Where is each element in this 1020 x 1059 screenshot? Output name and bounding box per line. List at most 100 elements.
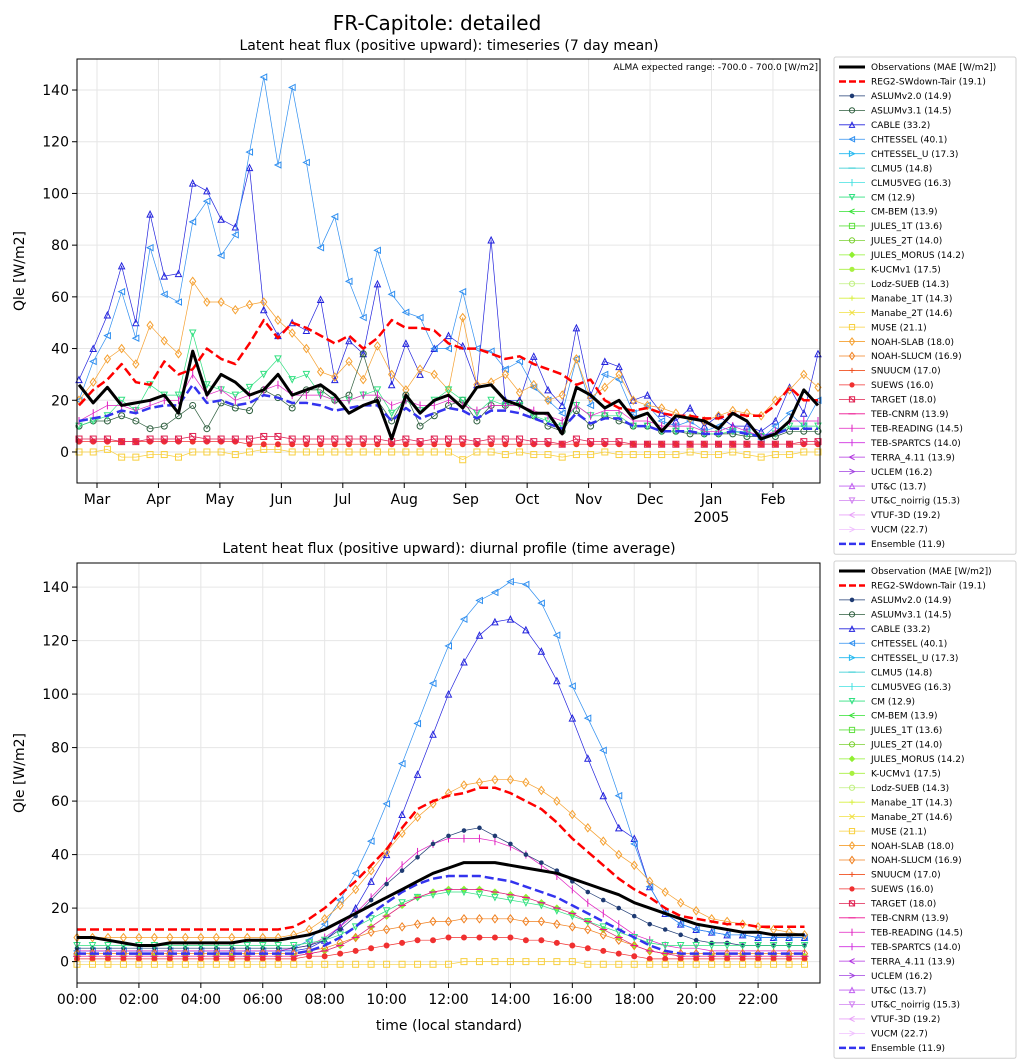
legend-label: K-UCMv1 (17.5) — [871, 770, 941, 780]
point-aslumv3-1-5 — [146, 425, 154, 433]
point-noah-slab-25 — [430, 369, 438, 380]
point-cable-3 — [117, 261, 126, 270]
point-suews-25 — [460, 934, 467, 941]
point-cable-26 — [475, 631, 484, 639]
point-cm-1 — [88, 942, 97, 950]
legend-item-jules-morus: JULES_MORUS (14.2) — [839, 755, 964, 765]
x-tick-label: 12:00 — [428, 992, 468, 1008]
point-cm-21 — [373, 386, 382, 395]
point-target-39 — [629, 440, 637, 448]
point-suews-46 — [786, 955, 793, 962]
legend-label: TEB-READING (14.5) — [870, 928, 963, 938]
legend-item-teb-spartcs: TEB-SPARTCS (14.0) — [839, 439, 961, 449]
point-cm-39 — [676, 942, 685, 950]
x-tick-label: Nov — [575, 492, 602, 508]
x-tick-label: Dec — [637, 492, 664, 508]
point-muse-20 — [383, 960, 391, 968]
legend-label: CLMU5 (14.8) — [871, 164, 932, 174]
point-cable-43 — [686, 403, 694, 412]
point-chtessel-28 — [506, 577, 514, 586]
point-aslumv3-1-25 — [430, 412, 438, 420]
series-observations — [77, 861, 805, 947]
point-muse-18 — [352, 960, 360, 968]
point-muse-31 — [516, 448, 524, 456]
point-suews-15 — [306, 953, 313, 960]
legend-label: SNUUCM (17.0) — [871, 871, 941, 881]
point-noah-slab-10 — [217, 297, 225, 307]
point-target-17 — [317, 435, 325, 443]
point-muse-17 — [317, 448, 325, 456]
point-muse-24 — [416, 448, 424, 456]
legend-item-k-ucmv1: K-UCMv1 (17.5) — [839, 266, 941, 276]
legend-item-clmu5: CLMU5 (14.8) — [839, 668, 932, 678]
series-line-ensemble — [78, 383, 818, 438]
legend-label: ASLUMv3.1 (14.5) — [871, 611, 951, 621]
point-muse-7 — [174, 453, 182, 461]
point-target-34 — [558, 440, 566, 448]
legend-label: Lodz-SUEB (14.3) — [871, 280, 949, 290]
point-chtessel-16 — [302, 158, 310, 167]
point-noah-slab-7 — [174, 348, 183, 359]
point-suews-24 — [445, 934, 452, 941]
legend-item-vucm: VUCM (22.7) — [839, 526, 928, 536]
point-noah-slucm-32 — [568, 921, 576, 932]
point-cable-7 — [174, 269, 183, 278]
y-tick-label: 120 — [42, 634, 69, 650]
point-noah-slab-37 — [601, 382, 609, 393]
legend-label: CM (12.9) — [871, 193, 915, 203]
point-cm-47 — [800, 942, 809, 950]
point-chtessel-13 — [259, 73, 268, 81]
point-cable-28 — [506, 615, 515, 623]
point-cable-31 — [553, 676, 561, 685]
point-cable-24 — [416, 370, 424, 378]
point-cm-8 — [188, 329, 197, 338]
point-chtessel-6 — [160, 290, 168, 299]
point-aslumv3-1-4 — [132, 417, 140, 425]
legend-label: ASLUMv2.0 (14.9) — [871, 596, 951, 606]
point-noah-slab-34 — [558, 390, 566, 400]
point-cable-2 — [103, 310, 112, 319]
point-noah-slab-18 — [331, 372, 339, 382]
point-aslumv2-0-35 — [616, 905, 622, 911]
point-chtessel-35 — [614, 791, 623, 800]
point-muse-39 — [677, 960, 685, 968]
point-target-36 — [587, 438, 595, 446]
point-noah-slucm-30 — [537, 916, 545, 927]
legend-item-reg2-swdown-tair: REG2-SWdown-Tair (19.1) — [839, 582, 986, 592]
series-line-teb-reading — [77, 838, 805, 952]
point-cm-15 — [305, 939, 313, 947]
legend-item-chtessel: CHTESSEL (40.1) — [839, 135, 947, 145]
legend-item-suews: SUEWS (16.0) — [839, 381, 934, 391]
legend-label: UT&C (13.7) — [871, 986, 926, 996]
point-chtessel-31 — [515, 357, 524, 366]
legend-label: JULES_1T (13.6) — [870, 222, 942, 232]
y-tick-label: 60 — [51, 794, 69, 810]
point-target-41 — [658, 440, 666, 448]
legend-label: UCLEM (16.2) — [871, 972, 932, 982]
point-cable-22 — [413, 770, 422, 778]
point-suews-4 — [135, 955, 142, 962]
timeseries-x-ticks: Mar Apr May Jun Jul Aug Sep Oct Nov Dec Jan 2005 Feb — [84, 483, 785, 526]
legend-item-uclem: UCLEM (16.2) — [839, 468, 932, 478]
series-muse — [73, 958, 809, 968]
point-cm-22 — [387, 409, 396, 418]
x-tick-label: 00:00 — [57, 992, 97, 1008]
point-cm-19 — [367, 915, 375, 923]
point-muse-42 — [672, 451, 680, 459]
legend-label: TERRA_4.11 (13.9) — [870, 957, 955, 967]
point-cm-29 — [487, 396, 495, 405]
legend-item-snuucm: SNUUCM (17.0) — [839, 367, 941, 377]
y-tick-label: 0 — [60, 445, 69, 461]
series-line-cable — [78, 167, 819, 432]
point-chtessel-4 — [131, 334, 140, 343]
point-target-11 — [231, 435, 239, 443]
point-muse-3 — [119, 960, 127, 968]
point-aslumv2-0-39 — [678, 932, 683, 938]
point-noah-slucm-29 — [522, 916, 530, 927]
legend-label: CM-BEM (13.9) — [871, 208, 938, 218]
point-cm-46 — [785, 942, 793, 950]
legend-item-observations: Observation (MAE [W/m2]) — [839, 567, 992, 577]
series-line-cm — [77, 891, 805, 946]
point-noah-slab-34 — [599, 836, 607, 847]
point-cable-35 — [614, 823, 623, 832]
